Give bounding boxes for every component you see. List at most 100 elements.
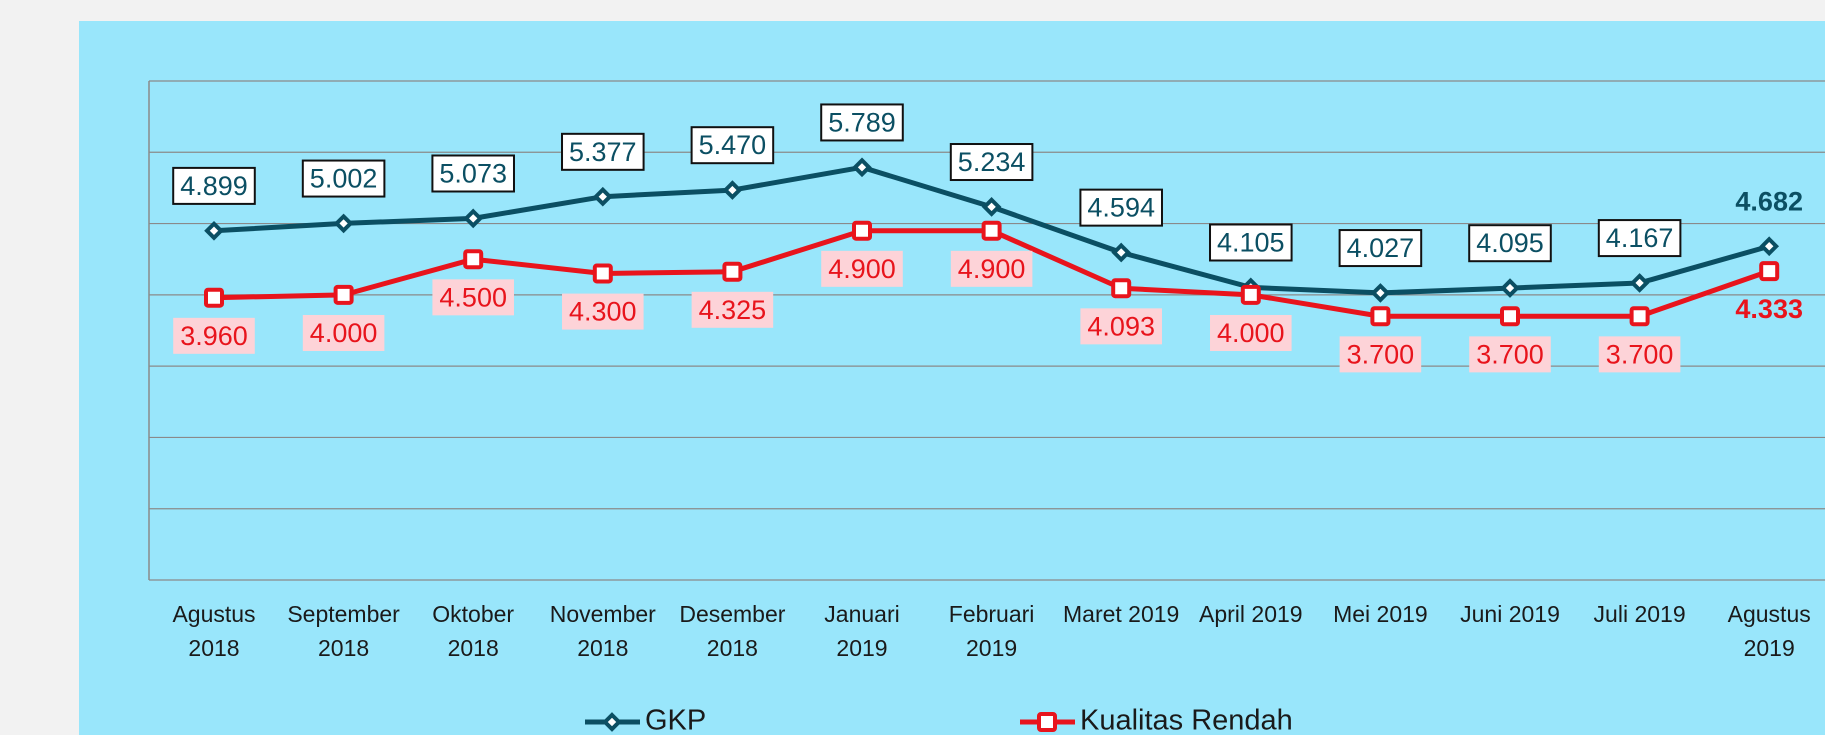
data-label: 4.000 — [1210, 314, 1292, 351]
data-label-text: 4.900 — [828, 254, 896, 284]
marker — [981, 220, 1002, 241]
data-label: 4.000 — [302, 314, 385, 351]
data-label: 3.960 — [173, 317, 255, 354]
data-label: 4.900 — [821, 250, 903, 287]
data-label-text: 4.500 — [439, 282, 507, 312]
marker — [592, 263, 613, 284]
data-label: 4.900 — [950, 250, 1033, 287]
plot-panel — [79, 21, 1825, 735]
data-label: 3.700 — [1598, 336, 1681, 373]
data-label-text: 4.095 — [1476, 228, 1544, 258]
x-tick-label: Oktober 2018 — [432, 601, 515, 661]
marker — [1629, 273, 1650, 293]
data-label-text: 4.093 — [1087, 311, 1155, 341]
data-label-text: 4.682 — [1735, 186, 1803, 216]
data-label-box — [301, 159, 386, 198]
x-tick-label: Januari 2019 — [824, 601, 900, 661]
data-label-text: 5.377 — [569, 137, 637, 167]
data-label-text: 4.000 — [310, 318, 378, 348]
x-tick-label: September 2018 — [287, 601, 400, 661]
data-label: 5.234 — [949, 143, 1034, 182]
data-label-box — [173, 317, 255, 354]
data-label: 4.682 — [1735, 186, 1803, 216]
data-label-box — [431, 154, 515, 193]
data-label: 4.027 — [1338, 229, 1423, 268]
marker — [333, 213, 354, 234]
x-tick-label: Agustus 2019 — [1727, 601, 1811, 661]
data-label-box — [950, 250, 1033, 287]
data-label-box — [1468, 224, 1552, 263]
marker — [1759, 236, 1780, 257]
data-label-text: 4.027 — [1347, 233, 1415, 263]
marker — [1370, 306, 1391, 327]
marker — [602, 712, 622, 732]
data-label-box — [690, 126, 775, 165]
legend-item: GKP — [585, 705, 706, 735]
data-label-text: 5.002 — [310, 164, 378, 194]
data-label: 5.002 — [301, 159, 386, 198]
data-label-box — [432, 279, 514, 316]
data-label: 4.095 — [1468, 224, 1552, 263]
data-label: 3.700 — [1339, 336, 1422, 373]
data-label-text: 4.300 — [569, 297, 637, 327]
marker — [592, 186, 613, 207]
data-label-text: 5.789 — [828, 107, 896, 137]
marker — [852, 157, 872, 178]
data-label-text: 4.899 — [180, 171, 248, 201]
marker — [722, 261, 743, 282]
x-tick-label: Agustus 2018 — [172, 601, 256, 661]
data-label-text: 5.470 — [699, 130, 767, 160]
marker — [1037, 712, 1057, 732]
data-label-box — [562, 293, 644, 330]
marker — [1759, 261, 1780, 282]
marker — [1629, 306, 1650, 327]
data-label-text: 5.073 — [439, 158, 507, 188]
data-label-text: 4.900 — [958, 254, 1026, 284]
data-label-box — [1209, 223, 1293, 262]
x-tick-label: Maret 2019 — [1063, 601, 1180, 627]
marker — [1111, 242, 1132, 263]
data-label: 4.333 — [1735, 294, 1803, 324]
data-label: 4.300 — [562, 293, 644, 330]
marker — [1370, 283, 1391, 303]
data-label-box — [1079, 188, 1163, 227]
data-label: 4.500 — [432, 279, 514, 316]
x-tick-label: Juni 2019 — [1460, 601, 1560, 627]
data-label-box — [1080, 308, 1162, 345]
x-tick-label: April 2019 — [1199, 601, 1303, 627]
marker — [722, 180, 743, 200]
data-label-text: 4.333 — [1735, 294, 1803, 324]
data-label-text: 4.325 — [699, 295, 767, 325]
data-label: 3.700 — [1469, 336, 1551, 373]
marker — [852, 220, 872, 241]
data-label-box — [1338, 229, 1423, 268]
marker — [463, 208, 484, 229]
marker — [1111, 278, 1132, 299]
data-label: 4.594 — [1079, 188, 1163, 227]
data-label-text: 4.594 — [1087, 193, 1155, 223]
marker — [204, 220, 224, 241]
x-tick-label: Juli 2019 — [1593, 601, 1686, 627]
marker — [1500, 278, 1520, 298]
data-label-text: 3.700 — [1347, 339, 1415, 369]
x-tick-label: Februari 2019 — [948, 601, 1035, 661]
data-label-text: 3.960 — [180, 321, 248, 351]
data-label: 5.789 — [820, 103, 904, 142]
x-tick-label: November 2018 — [549, 601, 656, 661]
data-label-box — [1210, 314, 1292, 351]
marker — [463, 249, 484, 270]
data-label-text: 4.000 — [1217, 318, 1285, 348]
marker — [1240, 284, 1261, 305]
data-label: 4.105 — [1209, 223, 1293, 262]
data-label-text: 4.105 — [1217, 227, 1285, 257]
legend-label: Kualitas Rendah — [1080, 705, 1293, 735]
data-label-box — [1598, 336, 1681, 373]
data-label-box — [1597, 219, 1682, 258]
legend-label: GKP — [645, 705, 706, 735]
legend-item: Kualitas Rendah — [1020, 705, 1293, 735]
x-tick-label: Desember 2018 — [679, 601, 786, 661]
data-label: 4.167 — [1597, 219, 1682, 258]
data-label-text: 3.700 — [1606, 339, 1674, 369]
